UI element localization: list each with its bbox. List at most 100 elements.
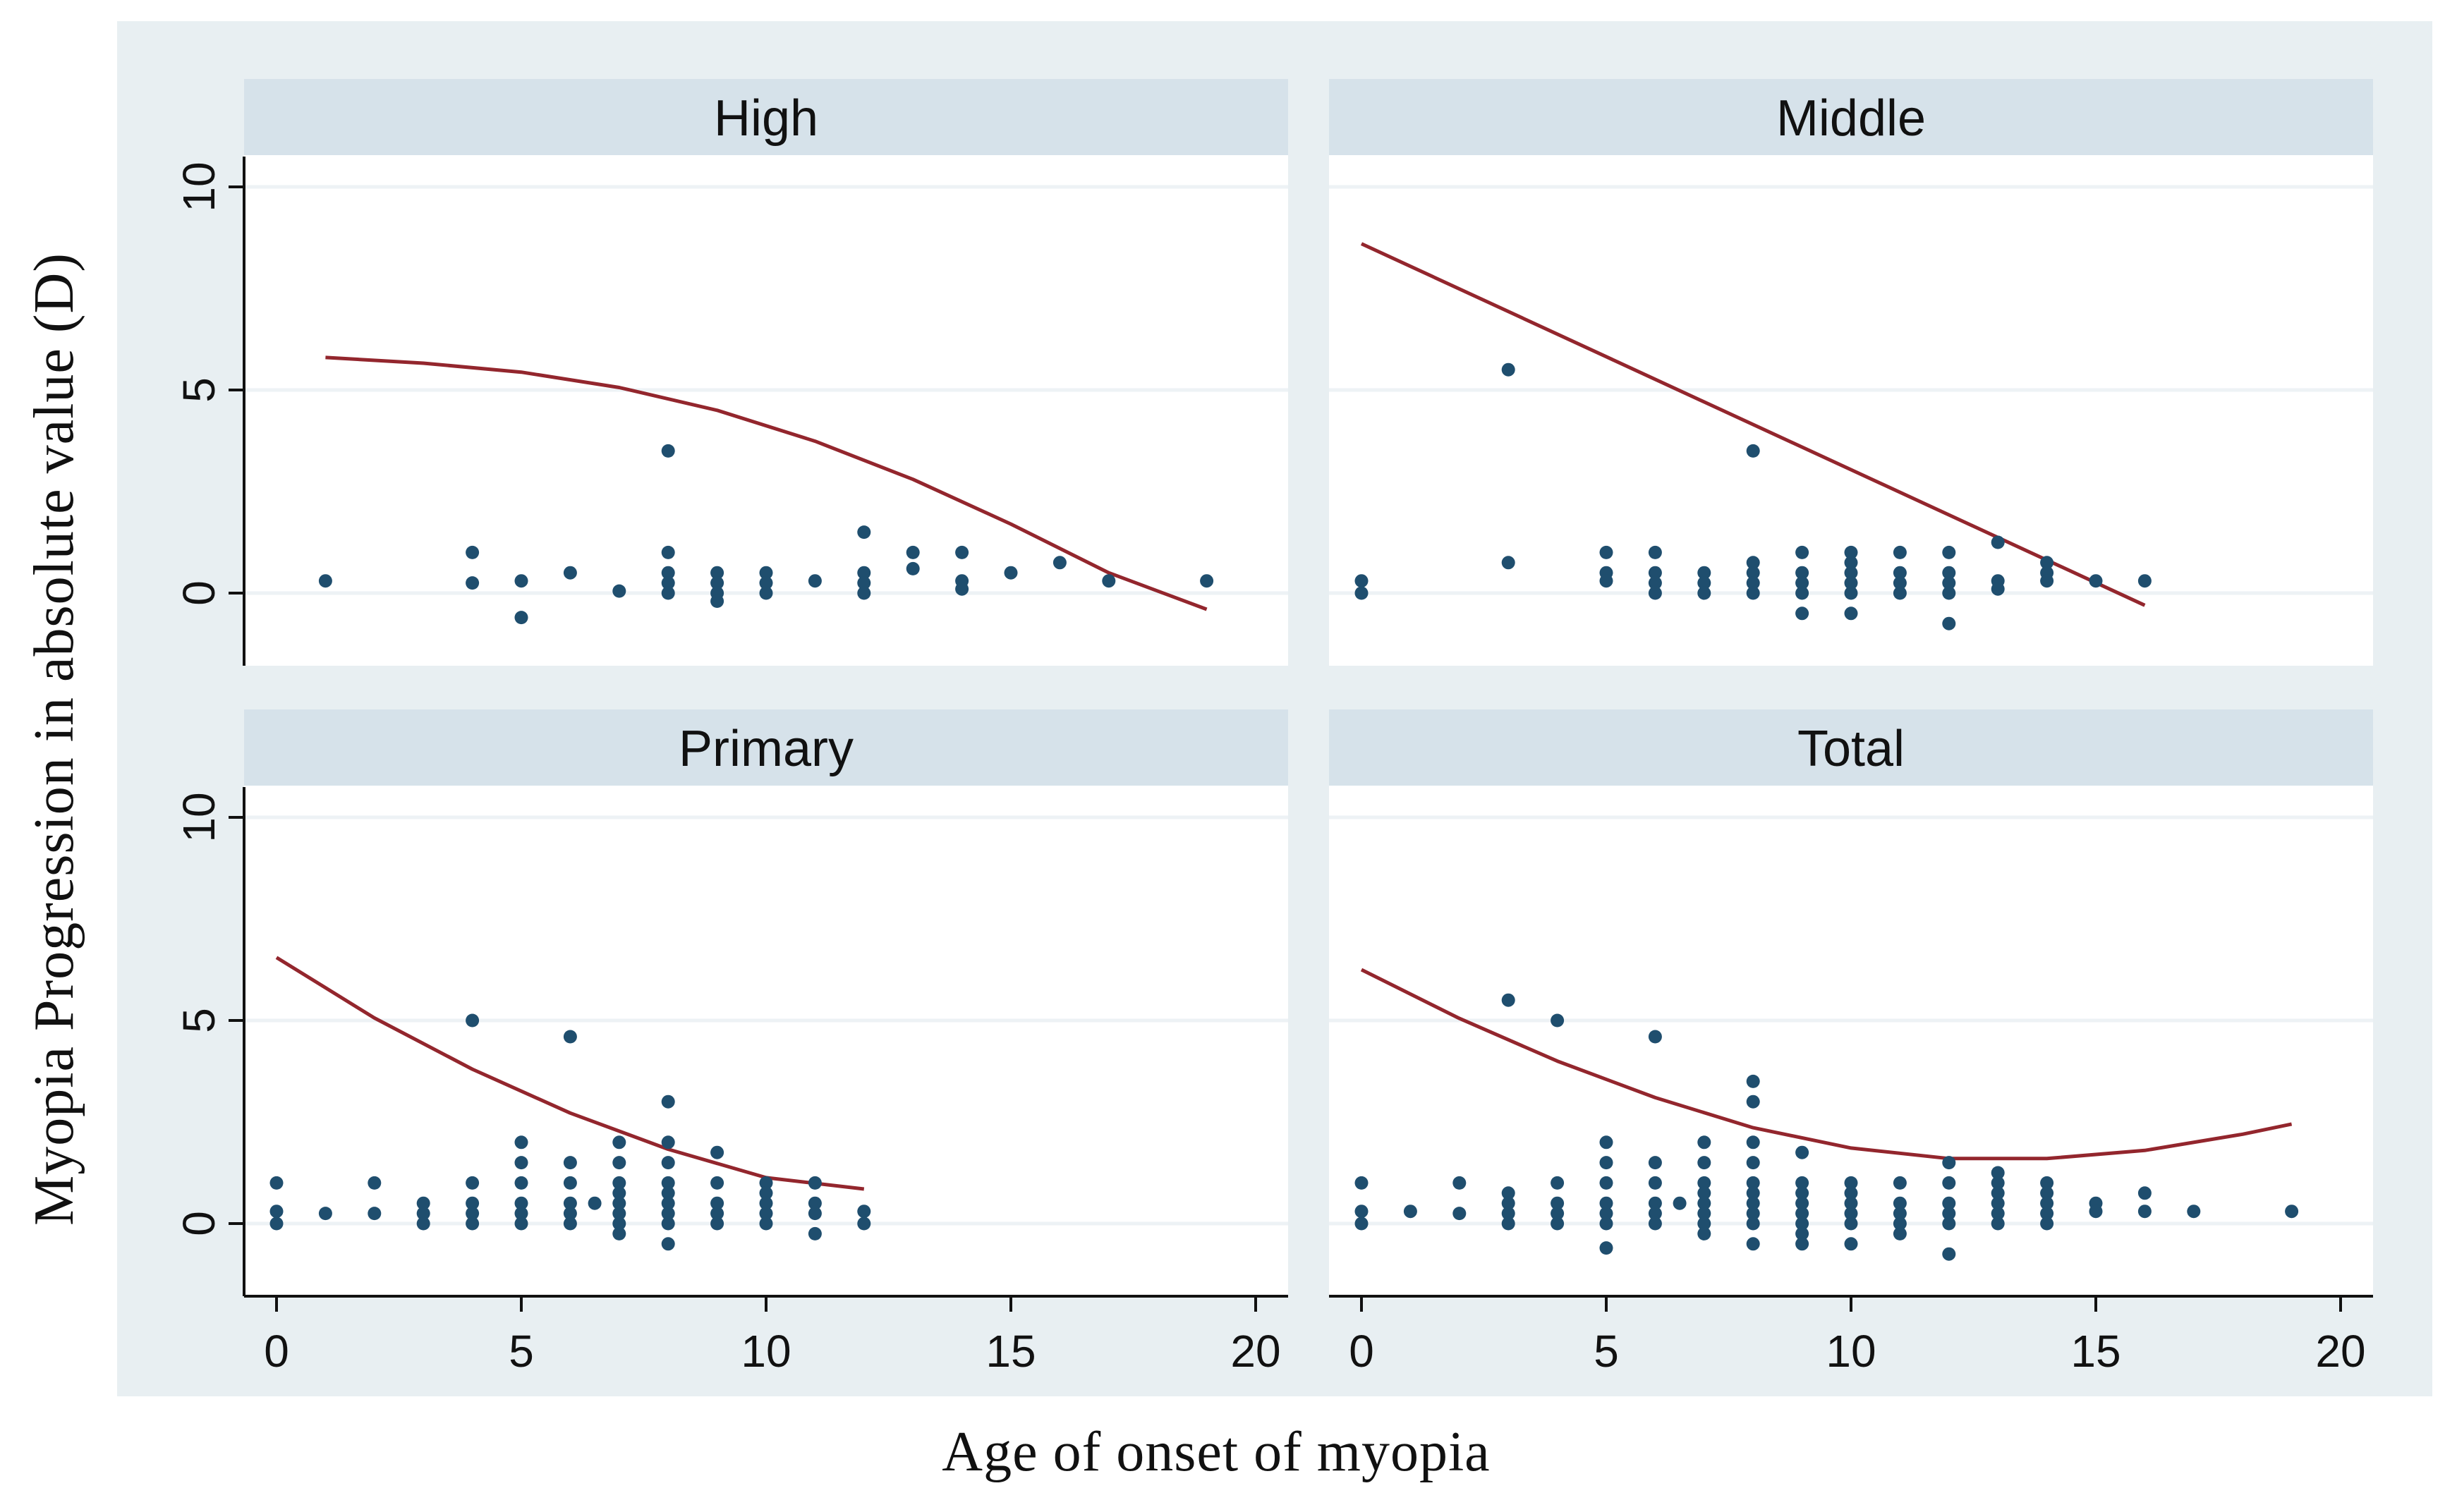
data-point	[710, 1196, 724, 1210]
data-point	[1648, 586, 1662, 600]
data-point	[466, 1176, 480, 1190]
data-point	[1648, 1217, 1662, 1231]
data-point	[1746, 1217, 1760, 1231]
data-point	[759, 1176, 773, 1190]
panel-primary: Primary 0 5 10 0 5 10 15 20	[174, 709, 1288, 1377]
data-point	[759, 566, 773, 580]
x-tick-label: 10	[1826, 1326, 1876, 1377]
data-point	[857, 576, 871, 590]
panel-strip	[1329, 709, 2373, 786]
data-point	[514, 1196, 528, 1210]
data-point	[955, 582, 969, 596]
data-point	[857, 566, 871, 580]
panel-title: High	[714, 90, 818, 147]
data-point	[1599, 574, 1613, 588]
data-point	[1746, 556, 1760, 570]
data-point	[1599, 1156, 1613, 1170]
data-point	[612, 584, 626, 598]
data-point	[466, 1217, 480, 1231]
data-point	[710, 1176, 724, 1190]
data-point	[1844, 545, 1858, 559]
data-point	[710, 1207, 724, 1221]
data-point	[1697, 586, 1711, 600]
data-point	[1893, 1207, 1907, 1221]
data-point	[808, 1207, 822, 1221]
data-point	[416, 1207, 430, 1221]
data-point	[1991, 1186, 2005, 1200]
fit-line	[1360, 968, 2293, 1161]
data-point	[2040, 574, 2054, 588]
data-point	[1648, 566, 1662, 580]
data-point	[1648, 545, 1662, 559]
data-point	[1795, 545, 1809, 559]
data-point	[563, 566, 577, 580]
x-tick-label: 5	[509, 1326, 534, 1377]
data-point	[1599, 1207, 1613, 1221]
data-point	[1844, 586, 1858, 600]
y-axis-title: Myopia Progression in absolute value (D)	[23, 252, 85, 1226]
data-point	[1893, 1226, 1907, 1240]
data-point	[1501, 556, 1515, 570]
data-point	[857, 586, 871, 600]
data-point	[1746, 1074, 1760, 1088]
data-point	[710, 576, 724, 590]
data-point	[1501, 1217, 1515, 1231]
panel-grid: High 0 5 10 Middle Primary 0 5 10 0 5 10 15 20 Total 0 5…	[174, 79, 2373, 1377]
data-point	[1795, 1176, 1809, 1190]
data-point	[2089, 574, 2103, 588]
panel-high: High 0 5 10	[174, 79, 1288, 666]
data-point	[2040, 1196, 2054, 1210]
data-point	[1697, 1226, 1711, 1240]
data-point	[661, 1207, 675, 1221]
x-tick-label: 0	[1349, 1326, 1374, 1377]
data-point	[1844, 1196, 1858, 1210]
y-tick-label: 0	[174, 1211, 224, 1236]
data-point	[661, 586, 675, 600]
x-tick-label: 15	[985, 1326, 1036, 1377]
data-point	[1501, 1186, 1515, 1200]
data-point	[906, 561, 920, 575]
data-point	[1795, 1196, 1809, 1210]
data-point	[612, 1207, 626, 1221]
data-point	[1893, 1176, 1907, 1190]
data-point	[1893, 566, 1907, 580]
data-point	[661, 444, 675, 458]
data-point	[514, 1135, 528, 1150]
data-point	[759, 576, 773, 590]
data-point	[1501, 362, 1515, 377]
data-point	[1746, 566, 1760, 580]
data-point	[808, 1176, 822, 1190]
data-point	[759, 1207, 773, 1221]
data-point	[1551, 1217, 1565, 1231]
data-point	[955, 545, 969, 559]
data-point	[1697, 1217, 1711, 1231]
data-point	[1893, 576, 1907, 590]
fit-line	[1360, 242, 2146, 607]
data-point	[1991, 582, 2005, 596]
data-point	[514, 611, 528, 625]
data-point	[1942, 1156, 1956, 1170]
data-point	[1844, 566, 1858, 580]
data-point	[612, 1186, 626, 1200]
data-point	[1599, 1217, 1613, 1231]
data-point	[1746, 1156, 1760, 1170]
data-point	[1354, 1217, 1369, 1231]
data-point	[759, 1217, 773, 1231]
data-point	[514, 574, 528, 588]
data-point	[514, 1217, 528, 1231]
data-point	[1746, 576, 1760, 590]
data-point	[2040, 556, 2054, 570]
data-point	[1795, 1217, 1809, 1231]
data-point	[1200, 574, 1214, 588]
data-point	[1795, 1226, 1809, 1240]
data-point	[1991, 1196, 2005, 1210]
data-point	[1746, 1095, 1760, 1109]
data-point	[2040, 1186, 2054, 1200]
data-point	[1942, 545, 1956, 559]
panel-strip	[1329, 79, 2373, 155]
data-point	[466, 1013, 480, 1028]
data-point	[1599, 545, 1613, 559]
data-point	[368, 1176, 382, 1190]
data-point	[1004, 566, 1018, 580]
data-point	[661, 1196, 675, 1210]
